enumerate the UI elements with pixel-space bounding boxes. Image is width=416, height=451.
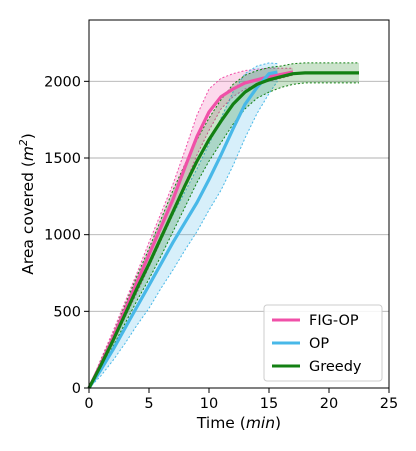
legend: FIG-OP OP Greedy (263, 304, 383, 382)
series-line-fig-op (87, 70, 294, 389)
y-axis-title-exponent: 2 (18, 139, 30, 146)
x-tick-label-5: 5 (144, 396, 153, 412)
band-greedy (89, 62, 359, 389)
legend-label-fig-op: FIG-OP (309, 313, 359, 329)
x-axis-title-unit: min (246, 414, 275, 432)
series-line-op (87, 70, 278, 389)
legend-entry-greedy: Greedy (272, 359, 362, 375)
x-tick-label-0: 0 (84, 396, 93, 412)
lower-bound-op (88, 81, 278, 389)
y-tick-label-1000: 1000 (44, 228, 81, 244)
x-axis-title-suffix: ) (275, 414, 281, 432)
x-tick-label-20: 20 (320, 396, 338, 412)
y-axis-title-suffix: ) (19, 133, 37, 139)
y-tick-label-0: 0 (72, 381, 81, 397)
legend-entry-op: OP (272, 336, 329, 352)
axis-ticks: 0 5 10 15 20 25 0 500 1000 1500 2000 (44, 74, 398, 412)
legend-box (263, 304, 383, 382)
upper-bound-fig-op (88, 67, 293, 389)
y-tick-label-500: 500 (53, 304, 81, 320)
x-tick-label-10: 10 (200, 396, 218, 412)
legend-entry-fig-op: FIG-OP (272, 313, 359, 329)
series-lines (87, 70, 359, 389)
upper-bound-greedy (88, 62, 359, 389)
y-tick-label-1500: 1500 (44, 151, 81, 167)
legend-label-op: OP (309, 336, 329, 352)
plot-frame (88, 19, 390, 389)
y-axis-title-unit: m (19, 146, 37, 161)
x-axis-title-prefix: Time ( (196, 414, 246, 432)
lower-bound-fig-op (88, 74, 294, 389)
x-axis-title: Time (min) (196, 414, 281, 432)
y-tick-label-2000: 2000 (44, 74, 81, 90)
legend-label-greedy: Greedy (309, 359, 362, 375)
x-tick-label-25: 25 (380, 396, 398, 412)
y-axis-title-prefix: Area covered ( (19, 161, 37, 275)
y-axis-title: Area covered (m2) (18, 133, 37, 275)
x-tick-label-15: 15 (260, 396, 278, 412)
series-line-greedy (87, 71, 359, 389)
